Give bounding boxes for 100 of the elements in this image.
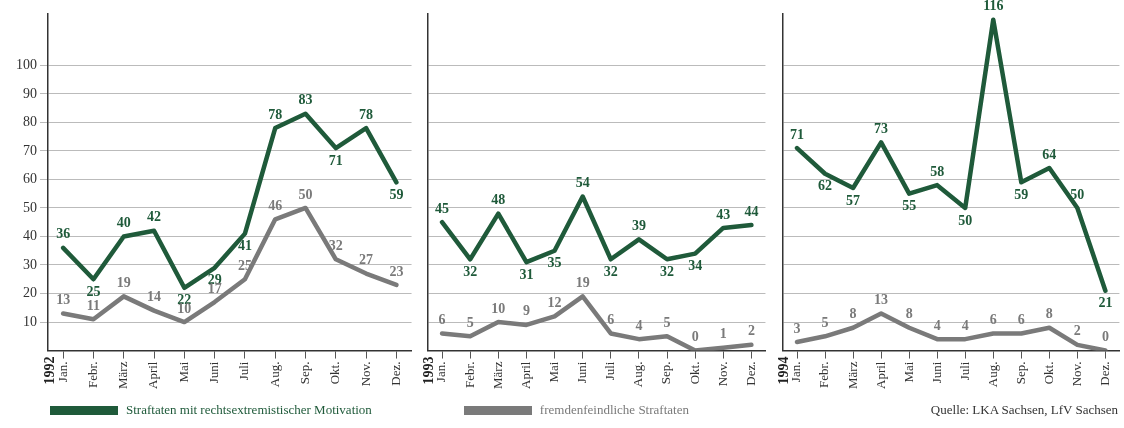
data-label: 5 bbox=[663, 314, 671, 330]
data-label: 57 bbox=[846, 192, 861, 208]
x-tick-label: Juli bbox=[236, 361, 252, 381]
data-label: 50 bbox=[298, 186, 313, 202]
data-label: 5 bbox=[466, 314, 474, 330]
x-tick-label: März bbox=[489, 361, 505, 389]
data-label: 40 bbox=[116, 215, 131, 231]
y-tick-label: 90 bbox=[23, 85, 37, 101]
y-tick-label: 40 bbox=[23, 228, 37, 244]
data-label: 2 bbox=[747, 323, 755, 339]
x-tick-label: Okt. bbox=[686, 361, 702, 385]
data-label: 71 bbox=[790, 126, 805, 142]
data-label: 8 bbox=[1045, 306, 1053, 322]
data-label: 59 bbox=[389, 186, 404, 202]
data-label: 54 bbox=[575, 175, 590, 191]
data-label: 34 bbox=[688, 258, 703, 274]
x-tick-label: Jan. bbox=[54, 361, 70, 383]
x-tick-label: Nov. bbox=[714, 361, 730, 387]
y-tick-label: 20 bbox=[23, 285, 37, 301]
x-tick-label: Sep. bbox=[658, 361, 674, 385]
data-label: 35 bbox=[547, 255, 562, 271]
data-label: 11 bbox=[86, 297, 101, 313]
data-label: 50 bbox=[958, 212, 973, 228]
data-label: 0 bbox=[1101, 329, 1109, 345]
x-tick-label: Mai bbox=[545, 361, 561, 383]
x-tick-label: Jan. bbox=[433, 361, 449, 383]
data-label: 59 bbox=[1014, 186, 1029, 202]
y-tick-label: 10 bbox=[23, 313, 37, 329]
data-label: 36 bbox=[56, 226, 71, 242]
y-tick-label: 50 bbox=[23, 199, 37, 215]
x-tick-label: Okt. bbox=[1040, 361, 1056, 385]
source-note: Quelle: LKA Sachsen, LfV Sachsen bbox=[930, 402, 1118, 418]
data-label: 21 bbox=[1098, 295, 1113, 311]
x-tick-label: Febr. bbox=[461, 361, 477, 388]
y-tick-label: 100 bbox=[16, 57, 37, 73]
x-tick-label: März bbox=[844, 361, 860, 389]
x-tick-label: April bbox=[872, 361, 888, 390]
x-tick-label: März bbox=[115, 361, 131, 389]
x-tick-label: Sep. bbox=[1012, 361, 1028, 385]
data-label: 0 bbox=[691, 329, 699, 345]
data-label: 42 bbox=[147, 209, 162, 225]
x-tick-label: Juni bbox=[206, 361, 222, 384]
data-label: 41 bbox=[237, 238, 252, 254]
data-label: 10 bbox=[491, 300, 506, 316]
data-label: 19 bbox=[116, 274, 131, 290]
data-label: 14 bbox=[147, 289, 162, 305]
x-tick-label: Dez. bbox=[742, 361, 758, 386]
data-label: 43 bbox=[716, 206, 731, 222]
x-tick-label: Mai bbox=[175, 361, 191, 383]
data-label: 6 bbox=[607, 312, 615, 328]
data-label: 13 bbox=[874, 292, 889, 308]
x-tick-label: April bbox=[145, 361, 161, 390]
data-label: 8 bbox=[849, 306, 857, 322]
data-label: 4 bbox=[635, 317, 643, 333]
data-label: 8 bbox=[905, 306, 913, 322]
y-tick-label: 70 bbox=[23, 142, 37, 158]
data-label: 25 bbox=[86, 283, 101, 299]
data-label: 45 bbox=[435, 200, 450, 216]
x-tick-label: Aug. bbox=[984, 361, 1000, 388]
data-label: 46 bbox=[268, 197, 283, 213]
data-label: 48 bbox=[491, 192, 506, 208]
data-label: 31 bbox=[519, 266, 534, 282]
x-tick-label: Mai bbox=[900, 361, 916, 383]
x-tick-label: Okt. bbox=[327, 361, 343, 385]
text: 1993 bbox=[420, 356, 436, 385]
x-tick-label: Aug. bbox=[266, 361, 282, 388]
x-tick-label: Juli bbox=[602, 361, 618, 381]
data-label: 6 bbox=[1017, 312, 1025, 328]
data-label: 9 bbox=[522, 303, 530, 319]
data-label: 6 bbox=[438, 312, 446, 328]
data-label: 58 bbox=[930, 163, 945, 179]
text: fremdenfeindliche Straftaten bbox=[539, 402, 689, 418]
x-tick-label: Juni bbox=[574, 361, 590, 384]
data-label: 23 bbox=[389, 263, 404, 279]
data-label: 73 bbox=[874, 120, 889, 136]
y-tick-label: 60 bbox=[23, 171, 37, 187]
data-label: 44 bbox=[744, 203, 759, 219]
data-label: 62 bbox=[818, 178, 833, 194]
x-tick-label: Jan. bbox=[788, 361, 804, 383]
text: 1994 bbox=[775, 356, 791, 385]
data-label: 12 bbox=[547, 294, 562, 310]
x-tick-label: Nov. bbox=[1068, 361, 1084, 387]
data-label: 50 bbox=[1070, 186, 1085, 202]
x-tick-label: Nov. bbox=[357, 361, 373, 387]
data-label: 5 bbox=[821, 314, 829, 330]
data-label: 64 bbox=[1042, 146, 1057, 162]
data-label: 55 bbox=[902, 198, 917, 214]
text: 1992 bbox=[41, 356, 57, 385]
text: Straftaten mit rechtsextremistischer Motivation bbox=[126, 402, 372, 418]
y-tick-label: 30 bbox=[23, 256, 37, 272]
data-label: 1 bbox=[719, 326, 727, 342]
x-tick-label: Juli bbox=[956, 361, 972, 381]
data-label: 19 bbox=[575, 274, 590, 290]
data-label: 78 bbox=[268, 106, 283, 122]
x-tick-label: Febr. bbox=[84, 361, 100, 388]
data-label: 13 bbox=[56, 292, 71, 308]
data-label: 71 bbox=[328, 152, 343, 168]
data-label: 3 bbox=[793, 320, 801, 336]
x-tick-label: Febr. bbox=[816, 361, 832, 388]
x-tick-label: Juni bbox=[928, 361, 944, 384]
